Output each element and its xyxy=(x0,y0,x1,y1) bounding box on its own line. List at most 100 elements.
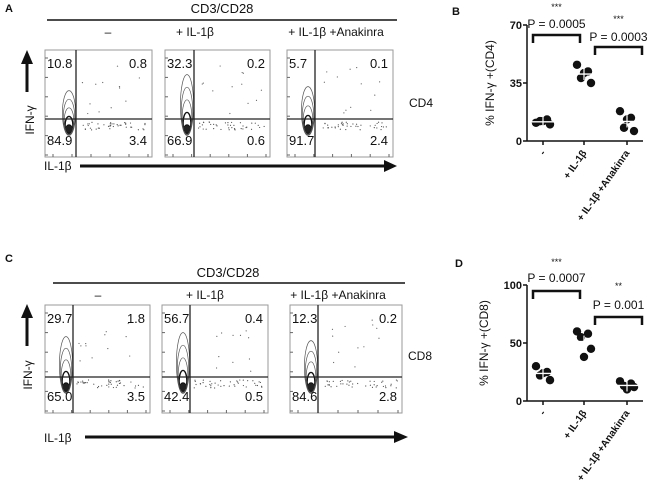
contour xyxy=(304,350,318,394)
contour xyxy=(303,114,313,135)
quadrant-ll-value: 65.0 xyxy=(47,389,72,404)
event-dot xyxy=(376,127,378,129)
event-dot xyxy=(381,381,383,383)
quadrant-lr-value: 3.5 xyxy=(127,389,145,404)
event-dot xyxy=(359,129,361,131)
event-dot xyxy=(348,381,350,383)
event-dot xyxy=(91,121,93,124)
event-dot xyxy=(209,383,211,386)
event-dot xyxy=(379,81,381,83)
contour-core xyxy=(304,125,312,133)
event-dot xyxy=(91,357,93,359)
data-point xyxy=(586,78,596,88)
significance-stars: *** xyxy=(551,2,562,12)
panel-label: B xyxy=(452,6,460,18)
panel-label: A xyxy=(5,3,13,15)
quadrant-ul-value: 56.7 xyxy=(164,311,189,326)
arrow-up-icon xyxy=(21,304,33,346)
event-dot xyxy=(118,382,121,385)
contour-core xyxy=(65,125,73,133)
contour-core xyxy=(179,383,187,391)
condition-label: – xyxy=(95,288,102,302)
event-dot xyxy=(228,385,230,387)
event-dot xyxy=(340,122,343,124)
contour xyxy=(306,371,316,393)
quadrant-ur-value: 1.8 xyxy=(127,311,145,326)
condition-label: + IL-1β +Anakinra xyxy=(290,288,386,302)
event-dot xyxy=(108,386,110,388)
event-dot xyxy=(83,382,85,384)
event-dot xyxy=(123,385,125,387)
event-dot xyxy=(326,380,328,382)
event-dot xyxy=(369,380,371,382)
event-dot xyxy=(228,127,230,129)
event-dot xyxy=(234,385,236,387)
event-dot xyxy=(352,383,354,385)
event-dot xyxy=(254,122,256,124)
event-dot xyxy=(357,125,359,128)
event-dot xyxy=(395,387,397,389)
data-point xyxy=(619,123,629,132)
contour xyxy=(180,86,194,136)
y-tick-label: 0 xyxy=(516,396,522,408)
event-dot xyxy=(350,106,352,108)
event-dot xyxy=(118,87,121,89)
quadrant-ul-value: 10.8 xyxy=(47,56,72,71)
event-dot xyxy=(324,385,326,387)
x-tick-label: + IL-1β xyxy=(562,148,590,181)
event-dot xyxy=(208,121,210,123)
event-dot xyxy=(233,384,235,386)
event-dot xyxy=(113,123,115,125)
condition-label: – xyxy=(105,25,112,39)
event-dot xyxy=(255,99,258,101)
event-dot xyxy=(242,125,244,127)
contour xyxy=(177,357,189,393)
event-dot xyxy=(215,124,217,126)
cell-type-label: CD4 xyxy=(409,96,433,110)
event-dot xyxy=(193,387,195,389)
event-dot xyxy=(221,332,223,334)
event-dot xyxy=(81,82,84,84)
event-dot xyxy=(228,129,230,131)
quadrant-ll-value: 84.6 xyxy=(292,389,317,404)
event-dot xyxy=(106,384,108,386)
event-dot xyxy=(374,124,376,126)
data-point xyxy=(583,329,593,338)
event-dot xyxy=(88,123,90,125)
event-dot xyxy=(377,121,380,123)
flow-plot: 56.7 0.4 42.4 0.5 xyxy=(161,304,269,414)
event-dot xyxy=(381,122,383,124)
event-dot xyxy=(201,124,203,126)
event-dot xyxy=(105,331,107,333)
data-point xyxy=(545,375,555,385)
event-dot xyxy=(195,383,197,386)
p-value-label: P = 0.0007 xyxy=(527,271,585,285)
flow-plot: 12.3 0.2 84.6 2.8 xyxy=(289,304,403,414)
quadrant-ll-value: 84.9 xyxy=(47,133,72,148)
event-dot xyxy=(369,125,371,127)
event-dot xyxy=(127,322,129,325)
condition-label: + IL-1β +Anakinra xyxy=(288,25,384,39)
contour xyxy=(62,98,76,136)
significance-stars: *** xyxy=(613,14,624,24)
event-dot xyxy=(334,127,336,129)
significance-bracket xyxy=(531,33,582,43)
event-dot xyxy=(326,71,328,73)
data-point xyxy=(576,333,586,342)
y-tick-label: 70 xyxy=(510,20,522,32)
event-dot xyxy=(263,125,265,128)
quadrant-ul-value: 5.7 xyxy=(289,56,307,71)
y-axis-label: IFN-γ xyxy=(21,360,35,389)
significance-stars: *** xyxy=(551,257,562,267)
event-dot xyxy=(118,86,121,88)
y-axis-label: % IFN-γ +(CD8) xyxy=(477,300,491,386)
event-dot xyxy=(376,327,378,329)
event-dot xyxy=(138,77,140,79)
event-dot xyxy=(342,383,344,385)
event-dot xyxy=(328,384,330,386)
event-dot xyxy=(247,380,249,382)
event-dot xyxy=(130,126,132,128)
quadrant-ur-value: 0.2 xyxy=(379,311,397,326)
event-dot xyxy=(331,328,334,330)
